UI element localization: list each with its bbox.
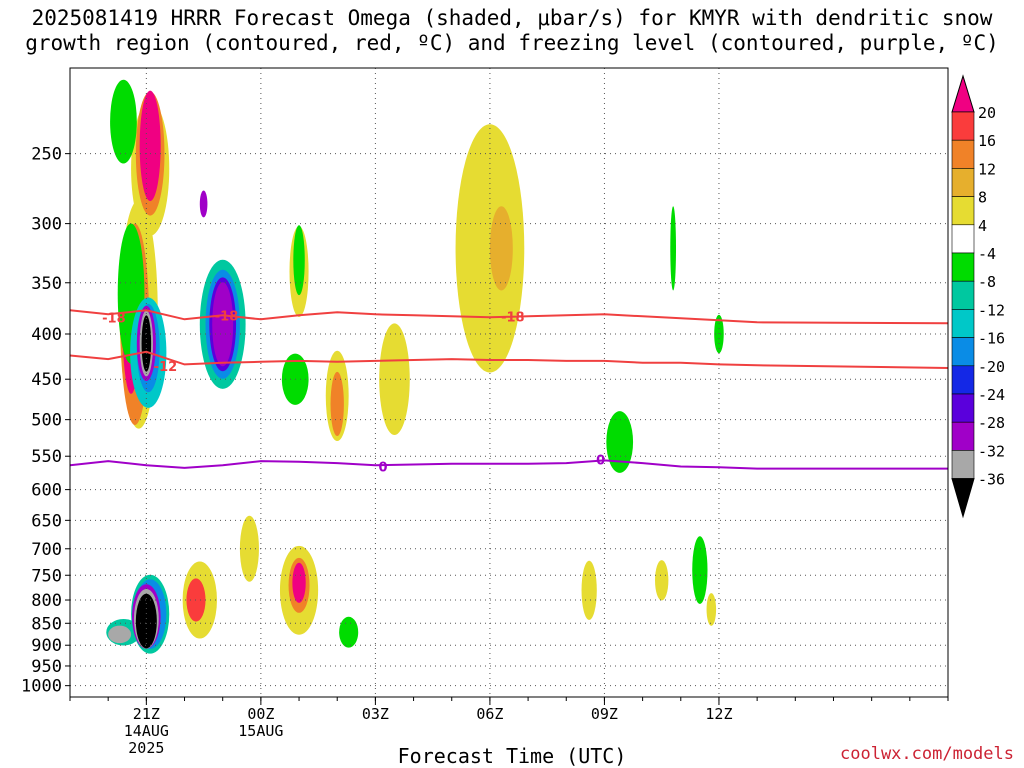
y-tick-label: 650 (31, 511, 62, 531)
contour-dgz_top (70, 309, 948, 325)
colorbar-top-arrow (951, 74, 975, 113)
contours: -18 -18 -12 -18 0 0 (70, 309, 948, 476)
colorbar-label: -20 (978, 358, 1005, 376)
y-tick-label: 800 (31, 591, 62, 611)
x-tick-label: 15AUG (238, 722, 283, 740)
colorbar-swatch (951, 280, 975, 310)
title-line-1: 2025081419 HRRR Forecast Omega (shaded, … (31, 6, 993, 30)
colorbar-swatch (951, 168, 975, 197)
colorbar-label: 4 (978, 217, 987, 235)
contour-label: -18 (215, 309, 239, 324)
y-tick-label: 250 (31, 145, 62, 165)
colorbar-swatch (951, 450, 975, 479)
plot-frame (69, 67, 949, 698)
x-tick-label: 12Z (705, 705, 732, 723)
x-tick-label: 14AUG (124, 722, 169, 740)
y-tick-label: 900 (31, 636, 62, 656)
omega-blob (212, 282, 234, 367)
contour-label: -18 (501, 310, 525, 325)
y-tick-label: 750 (31, 566, 62, 586)
colorbar-label: 8 (978, 189, 987, 207)
y-tick-label: 300 (31, 215, 62, 235)
y-tick-label: 1000 (21, 677, 62, 697)
contour-label: 0 (379, 461, 388, 476)
y-tick-label: 700 (31, 540, 62, 560)
omega-blob (606, 411, 634, 473)
y-tick-label: 500 (31, 411, 62, 431)
omega-blob (239, 515, 259, 582)
x-axis-label: Forecast Time (UTC) (397, 744, 627, 768)
colorbar-swatch (951, 337, 975, 367)
x-tick-label: 03Z (362, 705, 389, 723)
omega-blob (339, 616, 359, 648)
colorbar-swatch (951, 365, 975, 395)
colorbar-label: 20 (978, 104, 996, 122)
colorbar-swatch (951, 224, 975, 254)
colorbar-label: 12 (978, 160, 996, 178)
colorbar: 20 16 12 8 4 -4 -8 -12 -16 -20 -24 -28 -32 -36 (951, 74, 1005, 519)
colorbar-label: -36 (978, 471, 1005, 489)
colorbar-bottom-arrow (951, 478, 975, 519)
omega-blob (330, 371, 344, 437)
colorbar-label: -24 (978, 386, 1005, 404)
colorbar-swatch (951, 421, 975, 451)
colorbar-swatch (951, 309, 975, 338)
omega-blob (135, 593, 157, 649)
omega-blob (692, 536, 708, 604)
omega-blob (655, 560, 669, 601)
omega-blob (139, 90, 161, 202)
contour-freezing_level (70, 459, 948, 470)
colorbar-label: -4 (978, 245, 996, 263)
y-tick-label: 450 (31, 370, 62, 390)
x-tick-label: 21Z (133, 705, 160, 723)
y-tick-label: 550 (31, 447, 62, 467)
y-tick-label: 350 (31, 274, 62, 294)
chart-title: 2025081419 HRRR Forecast Omega (shaded, … (0, 6, 1024, 56)
x-tick-label: 00Z (247, 705, 274, 723)
x-tick-label: 2025 (128, 739, 164, 757)
omega-blob (199, 190, 208, 218)
contour-label: -12 (154, 360, 178, 375)
y-axis: 2503003504004505005506006507007508008509… (21, 145, 70, 697)
y-tick-label: 950 (31, 657, 62, 677)
credit-text[interactable]: coolwx.com/models (840, 744, 1014, 764)
y-tick-label: 600 (31, 481, 62, 501)
omega-blob (292, 562, 306, 603)
omega-blob (293, 225, 305, 296)
colorbar-swatch (951, 252, 975, 282)
colorbar-label: -8 (978, 273, 996, 291)
omega-blob (108, 625, 132, 644)
y-tick-label: 400 (31, 325, 62, 345)
colorbar-label: -28 (978, 414, 1005, 432)
colorbar-swatch (951, 393, 975, 423)
colorbar-label: 16 (978, 132, 996, 150)
title-line-2: growth region (contoured, red, ºC) and f… (25, 31, 999, 55)
omega-blob (379, 323, 410, 436)
colorbar-swatch (951, 196, 975, 226)
contour-label: -18 (102, 311, 126, 326)
x-tick-label: 09Z (591, 705, 618, 723)
x-tick-label: 06Z (476, 705, 503, 723)
omega-blob (706, 593, 717, 626)
omega-blob (581, 560, 597, 620)
colorbar-label: -32 (978, 442, 1005, 460)
colorbar-label: -16 (978, 330, 1005, 348)
colorbar-label: -12 (978, 301, 1005, 319)
omega-blob (670, 206, 677, 291)
contour-label: 0 (596, 454, 605, 469)
colorbar-swatch (951, 111, 975, 141)
colorbar-swatch (951, 139, 975, 169)
omega-blob (489, 206, 513, 291)
contour-dgz_bottom (70, 350, 948, 369)
omega-blob (714, 314, 724, 354)
omega-blob (110, 79, 137, 164)
y-tick-label: 850 (31, 614, 62, 634)
